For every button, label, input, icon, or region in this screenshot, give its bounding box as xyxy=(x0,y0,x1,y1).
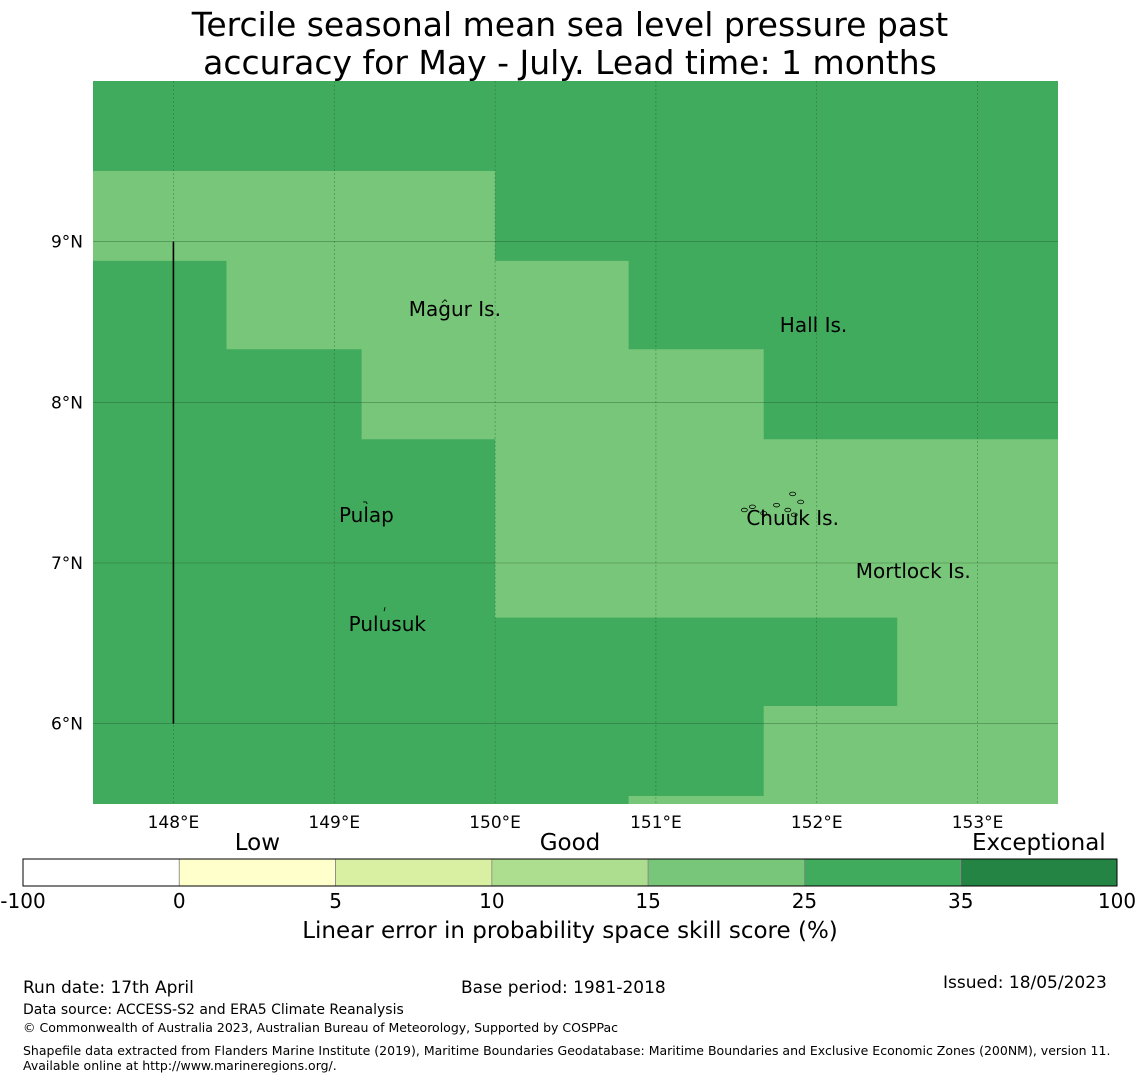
lon-tick-label: 150°E xyxy=(469,813,521,833)
place-label: Hall Is. xyxy=(780,313,847,337)
colorbar-bin xyxy=(647,858,805,887)
island-outline xyxy=(797,499,805,505)
lon-tick-label: 151°E xyxy=(630,813,682,833)
place-label: Chuuk Is. xyxy=(746,506,839,530)
colorbar-bin xyxy=(22,858,180,887)
lon-tick-label: 149°E xyxy=(308,813,360,833)
colorbar-tick-label: 0 xyxy=(172,889,186,913)
colorbar-tick-label: 5 xyxy=(329,889,342,913)
island-outline xyxy=(790,512,798,517)
island-outline xyxy=(749,504,756,509)
colorbar-category-label: Low xyxy=(234,830,281,856)
colorbar-tick-label: 100 xyxy=(1097,889,1137,913)
island-outline xyxy=(789,491,797,497)
lat-tick-label: 7°N xyxy=(51,554,83,574)
colorbar-bin xyxy=(335,858,493,887)
colorbar-bin xyxy=(491,858,649,887)
base-period: Base period: 1981-2018 xyxy=(461,978,666,998)
island-outline xyxy=(363,501,368,505)
place-label: Magur Is. xyxy=(409,297,501,321)
lat-tick-label: 9°N xyxy=(51,233,83,253)
colorbar-category-label: Good xyxy=(539,830,601,856)
place-label: Pulap xyxy=(339,503,394,527)
place-label: Mortlock Is. xyxy=(856,559,971,583)
island-outline xyxy=(784,507,792,513)
shapefile-credit: Shapefile data extracted from Flanders M… xyxy=(23,1043,1111,1073)
place-label: Pulusuk xyxy=(349,612,427,636)
run-date: Run date: 17th April xyxy=(23,978,194,998)
lon-tick-label: 152°E xyxy=(791,813,843,833)
lat-tick-label: 8°N xyxy=(51,393,83,413)
island-outline xyxy=(740,507,748,513)
colorbar-bin xyxy=(178,858,336,887)
data-source: Data source: ACCESS-S2 and ERA5 Climate … xyxy=(23,1002,404,1018)
colorbar-bin xyxy=(960,858,1118,887)
colorbar-tick-label: 10 xyxy=(479,889,505,913)
title-line-2: accuracy for May - July. Lead time: 1 mo… xyxy=(203,43,937,82)
island-outline xyxy=(773,502,780,508)
colorbar-tick-label: 25 xyxy=(791,889,818,913)
island-outline xyxy=(383,607,386,612)
lon-tick-label: 148°E xyxy=(148,813,200,833)
lon-tick-label: 153°E xyxy=(952,813,1004,833)
colorbar-label: Linear error in probability space skill … xyxy=(302,918,838,944)
issued-date: Issued: 18/05/2023 xyxy=(943,973,1107,993)
title-line-1: Tercile seasonal mean sea level pressure… xyxy=(191,5,949,44)
colorbar-tick-label: -100 xyxy=(0,889,46,913)
lat-tick-label: 6°N xyxy=(51,715,83,735)
map-title: Tercile seasonal mean sea level pressure… xyxy=(0,6,1140,82)
colorbar-category-label: Exceptional xyxy=(972,830,1106,856)
colorbar-frame xyxy=(22,858,1118,887)
colorbar-bin xyxy=(804,858,962,887)
island-outline xyxy=(760,510,768,516)
colorbar-tick-label: 15 xyxy=(635,889,661,913)
island-outline xyxy=(441,299,448,304)
copyright: © Commonwealth of Australia 2023, Austra… xyxy=(23,1020,618,1035)
colorbar-tick-label: 35 xyxy=(947,889,974,913)
